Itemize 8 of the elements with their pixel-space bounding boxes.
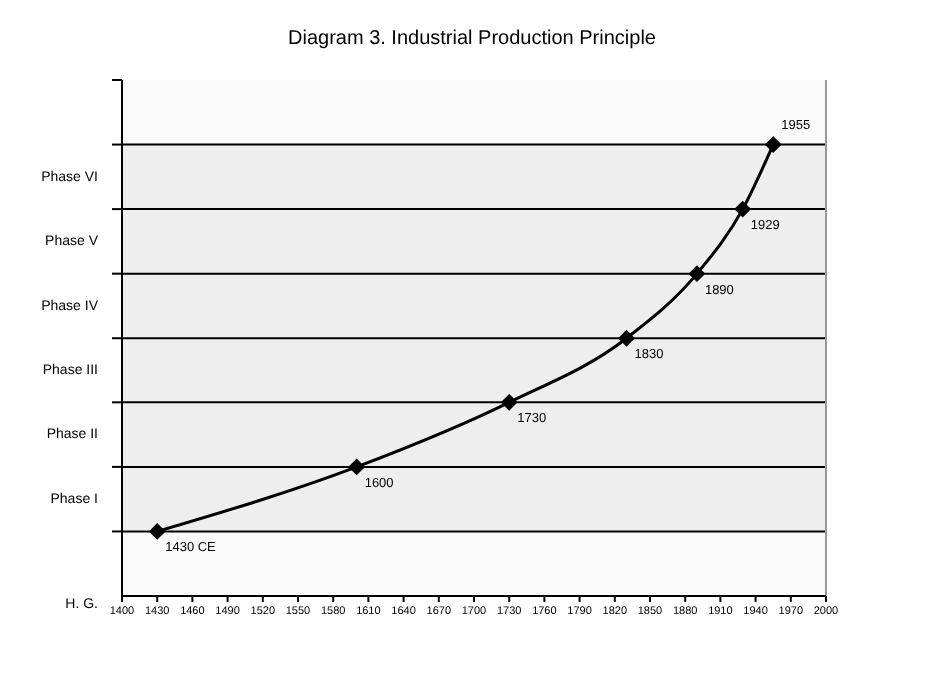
chart-title: Diagram 3. Industrial Production Principle bbox=[286, 28, 658, 50]
point bbox=[688, 265, 705, 282]
point bbox=[149, 523, 166, 540]
point bbox=[501, 394, 518, 411]
point bbox=[618, 330, 635, 347]
point bbox=[734, 201, 751, 218]
point bbox=[348, 458, 365, 475]
point bbox=[765, 136, 782, 153]
